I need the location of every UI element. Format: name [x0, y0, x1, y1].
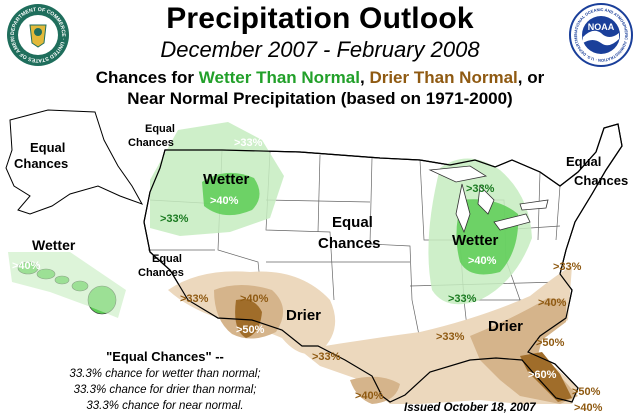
wetter-hawaii-label: Wetter — [32, 237, 76, 253]
sw-40-label: >40% — [240, 293, 269, 305]
fl-50-label: >50% — [536, 337, 565, 349]
fl-dry-dark — [520, 352, 572, 402]
ohio-wet-dark — [456, 199, 519, 275]
fl-60-label: >60% — [528, 369, 557, 381]
ec-ne-line1: Equal — [566, 154, 601, 169]
noaa-logo: NATIONAL OCEANIC AND ATMOSPHERIC ADMINIS… — [569, 3, 633, 67]
ec-ne-line2: Chances — [574, 173, 628, 188]
great-lakes — [428, 165, 549, 234]
legend-suffix: , or — [517, 68, 545, 87]
se-33-mid-label: >33% — [436, 331, 465, 343]
alaska-outline — [5, 109, 144, 215]
issued-date: Issued October 18, 2007 — [404, 402, 536, 414]
fl-40-label: >40% — [574, 402, 603, 414]
ec-center-line1: Equal — [332, 214, 373, 231]
legend-prefix: Chances for — [95, 68, 199, 87]
ec-alaska-line2: Chances — [14, 156, 68, 171]
legend-line: Chances for Wetter Than Normal, Drier Th… — [0, 68, 640, 88]
legend-line-2: Near Normal Precipitation (based on 1971… — [127, 89, 513, 108]
equal-chances-note-title: "Equal Chances" -- — [106, 349, 224, 364]
nw-33-top-label: >33% — [234, 137, 263, 149]
ec-sw-line1: Equal — [152, 253, 182, 265]
drier-sw-label: Drier — [286, 307, 321, 324]
se-40-label: >40% — [538, 297, 567, 309]
page-subtitle: December 2007 - February 2008 — [160, 37, 480, 62]
hawaii-pct-label: >40% — [12, 260, 41, 272]
ohio-33-bottom-label: >33% — [448, 293, 477, 305]
nw-33-left-label: >33% — [160, 213, 189, 225]
noaa-letters: NOAA — [588, 22, 615, 32]
equal-chances-note-line2: 33.3% chance for drier than normal; — [73, 384, 257, 396]
wetter-nw-label: Wetter — [203, 171, 250, 188]
legend-sep: , — [359, 68, 370, 87]
se-33-ne-label: >33% — [553, 261, 582, 273]
fl-50b-label: >50% — [572, 386, 601, 398]
legend-drier: Drier Than Normal — [369, 68, 518, 87]
hawaii-wet-region — [8, 252, 126, 318]
ec-alaska-line1: Equal — [30, 140, 65, 155]
ec-nw-line2: Chances — [128, 137, 174, 149]
ohio-40-label: >40% — [468, 255, 497, 267]
ec-nw-line1: Equal — [145, 123, 175, 135]
nw-wet-dark — [202, 172, 260, 216]
sw-dry-dark — [235, 299, 262, 338]
drier-se-label: Drier — [488, 318, 523, 335]
equal-chances-note-line3: 33.3% chance for near normal. — [86, 400, 244, 412]
sw-50-label: >50% — [236, 324, 265, 336]
ec-sw-line2: Chances — [138, 267, 184, 279]
page-title: Precipitation Outlook — [166, 2, 474, 35]
wetter-ohio-label: Wetter — [452, 232, 499, 249]
ohio-33-top-label: >33% — [466, 183, 495, 195]
legend-wetter: Wetter Than Normal — [198, 68, 360, 87]
ec-center-line2: Chances — [318, 235, 381, 252]
conus-outline-top — [143, 123, 623, 403]
commerce-seal-logo: DEPARTMENT OF COMMERCE · UNITED STATES O… — [6, 3, 69, 66]
nw-40-label: >40% — [210, 195, 239, 207]
sw-33-left-label: >33% — [180, 293, 209, 305]
tx-33-label: >33% — [312, 351, 341, 363]
equal-chances-note-line1: 33.3% chance for wetter than normal; — [69, 368, 261, 380]
south-40-label: >40% — [355, 390, 384, 402]
tx-dry-mid — [350, 376, 400, 404]
